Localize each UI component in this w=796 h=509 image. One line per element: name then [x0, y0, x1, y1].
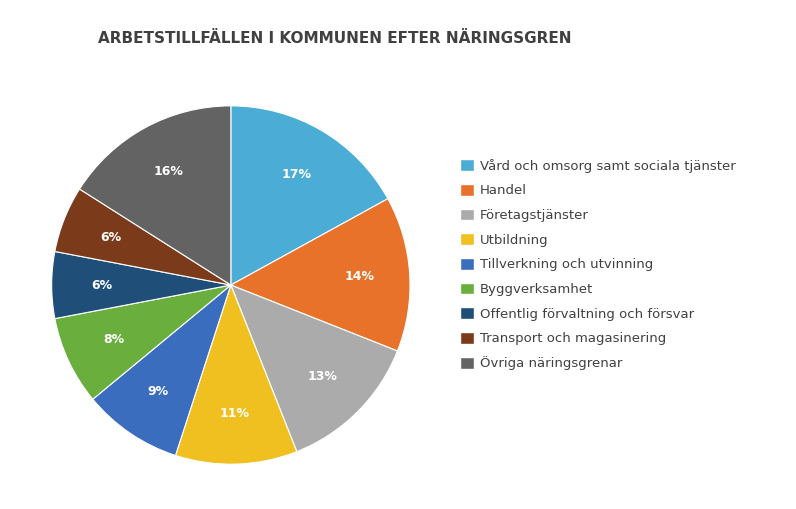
Text: 6%: 6%: [100, 231, 122, 244]
Text: 16%: 16%: [154, 165, 184, 179]
Wedge shape: [93, 285, 231, 456]
Wedge shape: [55, 285, 231, 399]
Text: 6%: 6%: [92, 278, 112, 292]
Wedge shape: [52, 251, 231, 319]
Wedge shape: [231, 106, 388, 285]
Text: 11%: 11%: [220, 408, 250, 420]
Text: 14%: 14%: [345, 270, 375, 284]
Text: 17%: 17%: [282, 167, 311, 181]
Text: ARBETSTILLFÄLLEN I KOMMUNEN EFTER NÄRINGSGREN: ARBETSTILLFÄLLEN I KOMMUNEN EFTER NÄRING…: [98, 31, 571, 45]
Wedge shape: [175, 285, 297, 464]
Wedge shape: [55, 189, 231, 285]
Wedge shape: [80, 106, 231, 285]
Wedge shape: [231, 285, 397, 451]
Text: 9%: 9%: [148, 385, 169, 398]
Text: 13%: 13%: [307, 370, 337, 383]
Legend: Vård och omsorg samt sociala tjänster, Handel, Företagstjänster, Utbildning, Til: Vård och omsorg samt sociala tjänster, H…: [460, 159, 736, 371]
Text: 8%: 8%: [103, 333, 125, 347]
Wedge shape: [231, 199, 410, 351]
